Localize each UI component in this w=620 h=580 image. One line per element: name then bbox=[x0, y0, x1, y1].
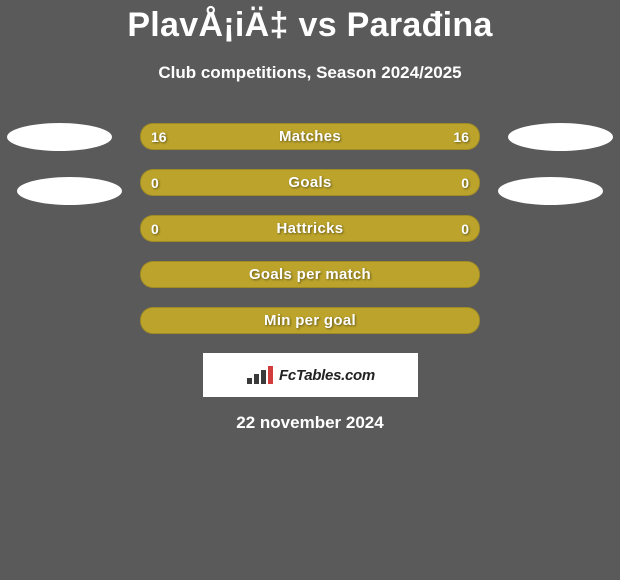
stat-value-left: 0 bbox=[151, 170, 159, 197]
date-label: 22 november 2024 bbox=[0, 413, 620, 433]
stat-bar: Min per goal bbox=[140, 307, 480, 334]
comparison-card: PlavÅ¡iÄ‡ vs Parađina Club competitions,… bbox=[0, 0, 620, 580]
stat-bar-label: Matches bbox=[279, 128, 341, 145]
player-left-bubble-2 bbox=[17, 177, 122, 205]
stat-bar-label: Goals bbox=[288, 174, 331, 191]
stat-bar-fill-right bbox=[310, 170, 479, 195]
player-right-bubble-1 bbox=[508, 123, 613, 151]
stat-bar-label: Hattricks bbox=[277, 220, 344, 237]
player-right-bubble-2 bbox=[498, 177, 603, 205]
stat-bar-label: Goals per match bbox=[249, 266, 371, 283]
logo-panel[interactable]: FcTables.com bbox=[203, 353, 418, 397]
stat-bar: Hattricks 0 0 bbox=[140, 215, 480, 242]
player-left-bubble-1 bbox=[7, 123, 112, 151]
stat-value-left: 16 bbox=[151, 124, 167, 151]
subtitle: Club competitions, Season 2024/2025 bbox=[0, 63, 620, 83]
stat-bars: Matches 16 16 Goals 0 0 Hattricks 0 0 Goals per m… bbox=[140, 123, 480, 334]
stat-bar-fill-left bbox=[141, 170, 310, 195]
stat-bar: Goals per match bbox=[140, 261, 480, 288]
stat-value-right: 0 bbox=[461, 170, 469, 197]
fctables-logo-icon bbox=[245, 364, 275, 386]
stat-bar-label: Min per goal bbox=[264, 312, 356, 329]
logo-text: FcTables.com bbox=[279, 367, 375, 384]
stat-value-left: 0 bbox=[151, 216, 159, 243]
stat-bar: Goals 0 0 bbox=[140, 169, 480, 196]
stat-value-right: 16 bbox=[453, 124, 469, 151]
page-title: PlavÅ¡iÄ‡ vs Parađina bbox=[0, 6, 620, 45]
stat-bar: Matches 16 16 bbox=[140, 123, 480, 150]
stat-value-right: 0 bbox=[461, 216, 469, 243]
